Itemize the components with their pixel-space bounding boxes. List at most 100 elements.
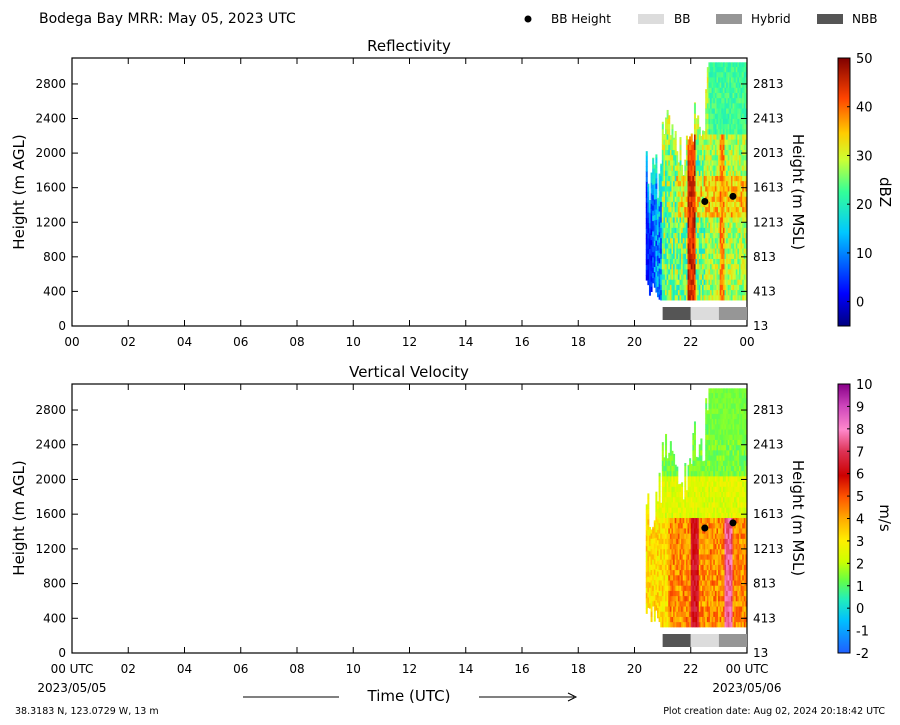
data-cell	[708, 160, 711, 166]
data-cell	[729, 196, 732, 202]
data-cell	[671, 455, 674, 461]
data-cell	[724, 580, 727, 586]
data-cell	[685, 490, 688, 492]
data-cell	[658, 257, 661, 264]
data-cell	[650, 548, 653, 555]
data-cell	[730, 491, 733, 498]
data-cell	[677, 559, 680, 565]
data-cell	[708, 397, 711, 404]
data-cell	[692, 595, 695, 602]
data-cell	[702, 253, 705, 259]
data-cell	[687, 196, 690, 202]
data-cell	[658, 475, 661, 482]
data-cell	[745, 528, 748, 534]
data-cell	[740, 92, 743, 99]
data-cell	[727, 185, 730, 192]
data-cell	[719, 268, 722, 275]
data-cell	[700, 139, 703, 145]
data-cell	[729, 118, 732, 125]
data-cell	[713, 585, 716, 591]
data-cell	[673, 294, 676, 301]
data-cell	[681, 191, 684, 197]
data-cell	[726, 522, 729, 529]
data-cell	[697, 457, 700, 461]
data-cell	[708, 128, 711, 135]
data-cell	[700, 191, 703, 197]
data-cell	[714, 512, 717, 519]
data-cell	[714, 439, 717, 446]
data-cell	[718, 388, 721, 394]
data-cell	[745, 180, 748, 187]
data-cell	[695, 470, 698, 477]
data-cell	[727, 113, 730, 119]
data-cell	[693, 585, 696, 591]
data-cell	[738, 439, 741, 446]
data-cell	[710, 134, 713, 140]
data-cell	[732, 263, 735, 270]
data-cell	[737, 455, 740, 461]
data-cell	[687, 248, 690, 254]
data-cell	[726, 108, 729, 114]
data-cell	[705, 180, 708, 187]
data-cell	[737, 517, 740, 524]
data-cell	[655, 183, 658, 189]
data-cell	[708, 149, 711, 156]
data-cell	[713, 429, 716, 435]
data-cell	[671, 258, 674, 265]
data-cell	[679, 206, 682, 213]
data-cell	[702, 263, 705, 270]
data-cell	[692, 486, 695, 492]
data-cell	[740, 444, 743, 451]
data-cell	[689, 284, 692, 291]
data-cell	[705, 449, 708, 456]
data-cell	[745, 66, 748, 73]
data-cell	[645, 269, 648, 276]
data-cell	[650, 281, 653, 287]
data-cell	[734, 66, 737, 73]
data-cell	[676, 175, 679, 182]
data-cell	[713, 554, 716, 560]
data-cell	[734, 108, 737, 114]
data-cell	[742, 408, 745, 414]
data-cell	[716, 62, 719, 68]
data-cell	[738, 92, 741, 99]
data-cell	[703, 538, 706, 545]
data-cell	[714, 507, 717, 513]
data-cell	[735, 274, 738, 280]
data-cell	[647, 597, 650, 603]
data-cell	[685, 533, 688, 539]
data-cell	[721, 258, 724, 265]
data-cell	[661, 496, 664, 503]
data-cell	[705, 423, 708, 430]
data-cell	[647, 513, 650, 520]
data-cell	[735, 611, 738, 617]
data-cell	[745, 139, 748, 145]
y-tick-label: 2000	[35, 146, 66, 160]
data-cell	[713, 97, 716, 104]
data-cell	[700, 274, 703, 280]
data-cell	[710, 543, 713, 550]
data-cell	[650, 559, 653, 565]
data-cell	[737, 97, 740, 104]
data-cell	[713, 465, 716, 472]
data-cell	[669, 170, 672, 176]
data-cell	[735, 434, 738, 440]
data-cell	[721, 569, 724, 576]
data-cell	[655, 198, 658, 205]
data-cell	[718, 559, 721, 565]
data-cell	[658, 221, 661, 228]
data-cell	[674, 538, 677, 545]
bb-height-point	[729, 519, 737, 527]
data-cell	[722, 222, 725, 228]
data-cell	[663, 227, 666, 234]
data-cell	[742, 595, 745, 602]
data-cell	[738, 185, 741, 192]
data-cell	[679, 538, 682, 545]
data-cell	[738, 460, 741, 466]
data-cell	[671, 574, 674, 581]
data-cell	[742, 154, 745, 161]
data-cell	[710, 149, 713, 156]
data-cell	[706, 175, 709, 182]
data-cell	[684, 180, 687, 187]
data-cell	[722, 548, 725, 555]
